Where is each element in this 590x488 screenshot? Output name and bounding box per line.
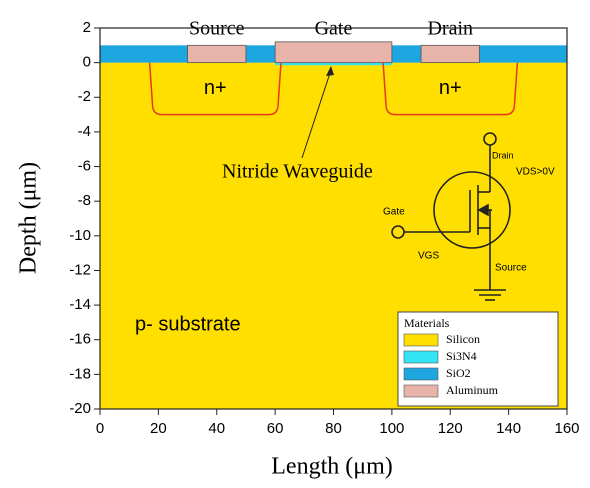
legend-swatch bbox=[404, 368, 438, 380]
chart: n+ n+ Source Gate Drain Length (μm) Depth (μ… bbox=[0, 0, 590, 488]
well-label: n+ bbox=[439, 77, 462, 99]
y-tick-label: 0 bbox=[83, 54, 91, 71]
substrate-label: p- substrate bbox=[135, 313, 241, 335]
mosfet-label: Source bbox=[495, 263, 527, 274]
y-tick-label: 2 bbox=[83, 19, 91, 36]
y-tick-label: -6 bbox=[78, 158, 91, 175]
y-tick-label: -4 bbox=[78, 123, 91, 140]
material-region bbox=[275, 42, 392, 63]
x-tick-label: 80 bbox=[325, 420, 342, 437]
y-tick-label: -20 bbox=[69, 400, 91, 417]
y-tick-label: -12 bbox=[69, 261, 91, 278]
legend-swatch bbox=[404, 334, 438, 346]
x-tick-label: 0 bbox=[96, 420, 104, 437]
legend-label: Silicon bbox=[446, 332, 480, 346]
x-axis-label: Length (μm) bbox=[271, 454, 393, 480]
mosfet-label: Drain bbox=[492, 150, 514, 160]
mosfet-label: VGS bbox=[418, 251, 439, 262]
legend: Materials Silicon Si3N4 SiO2 Aluminum bbox=[398, 312, 558, 406]
y-tick-label: -8 bbox=[78, 192, 91, 209]
legend-label: Aluminum bbox=[446, 383, 499, 397]
y-tick-label: -16 bbox=[69, 331, 91, 348]
well-label: n+ bbox=[204, 77, 227, 99]
legend-swatch bbox=[404, 385, 438, 397]
y-tick-label: -2 bbox=[78, 88, 91, 105]
legend-label: Si3N4 bbox=[446, 349, 477, 363]
y-axis-label: Depth (μm) bbox=[16, 162, 42, 274]
y-tick-label: -18 bbox=[69, 365, 91, 382]
legend-swatch bbox=[404, 351, 438, 363]
material-region bbox=[421, 45, 479, 62]
mosfet-label: VDS>0V bbox=[516, 167, 555, 178]
x-tick-label: 120 bbox=[438, 420, 463, 437]
legend-label: SiO2 bbox=[446, 366, 471, 380]
x-tick-label: 140 bbox=[496, 420, 521, 437]
x-tick-label: 20 bbox=[150, 420, 167, 437]
x-tick-label: 160 bbox=[554, 420, 579, 437]
material-region bbox=[188, 45, 246, 62]
x-tick-label: 100 bbox=[379, 420, 404, 437]
x-tick-label: 60 bbox=[267, 420, 284, 437]
x-tick-label: 40 bbox=[208, 420, 225, 437]
y-tick-label: -14 bbox=[69, 296, 91, 313]
legend-title: Materials bbox=[404, 316, 450, 330]
y-tick-label: -10 bbox=[69, 227, 91, 244]
annotation: Nitride Waveguide bbox=[222, 161, 373, 183]
mosfet-label: Gate bbox=[383, 207, 405, 218]
